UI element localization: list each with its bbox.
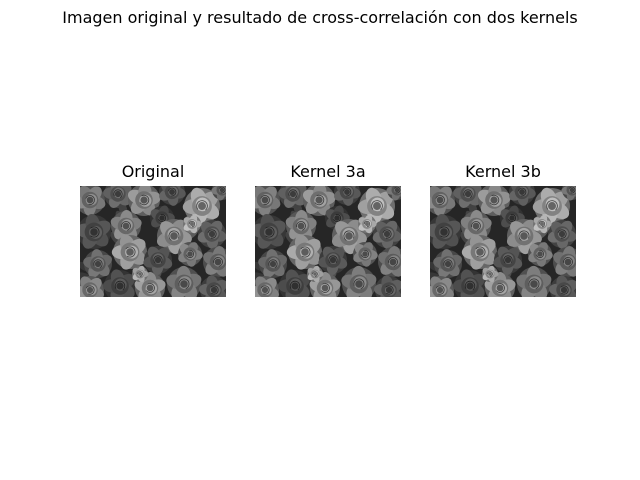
panel-original: Original xyxy=(80,162,226,297)
panel-kernel-3a: Kernel 3a xyxy=(255,162,401,297)
figure-title: Imagen original y resultado de cross-cor… xyxy=(62,8,578,27)
panel-title-kernel-3a: Kernel 3a xyxy=(290,162,366,181)
roses-image-kernel-3b xyxy=(430,186,576,297)
roses-image-kernel-3a xyxy=(255,186,401,297)
panel-title-kernel-3b: Kernel 3b xyxy=(465,162,541,181)
panel-kernel-3b: Kernel 3b xyxy=(430,162,576,297)
panel-title-original: Original xyxy=(121,162,185,181)
roses-image-original xyxy=(80,186,226,297)
